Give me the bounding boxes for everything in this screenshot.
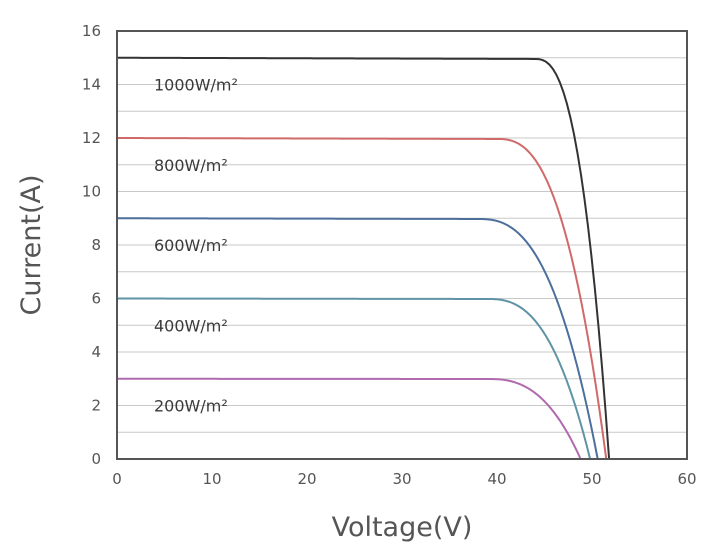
series-curve: [116, 56, 611, 460]
y-tick-label: 4: [91, 343, 101, 361]
y-tick-label: 10: [82, 183, 101, 201]
y-tick-label: 14: [82, 76, 101, 94]
y-tick-label: 12: [82, 129, 101, 147]
x-tick-label: 0: [112, 470, 122, 488]
plot-frame: [116, 30, 688, 460]
series-label: 600W/m²: [154, 236, 228, 255]
x-tick-label: 30: [392, 470, 411, 488]
series-curve: [117, 377, 582, 460]
series-label: 1000W/m²: [154, 76, 238, 95]
x-tick-label: 20: [297, 470, 316, 488]
y-axis-label: Current(A): [16, 175, 47, 316]
series-curve: [116, 137, 608, 460]
y-tick-label: 2: [91, 397, 101, 415]
x-axis-label: Voltage(V): [332, 512, 473, 543]
y-tick-labels: 0 2 4 6 8 10 12 14 16: [82, 22, 101, 468]
series-label: 400W/m²: [154, 316, 228, 335]
x-tick-label: 50: [582, 470, 601, 488]
x-tick-labels: 0 10 20 30 40 50 60: [112, 470, 696, 488]
x-tick-label: 60: [677, 470, 696, 488]
series-curve: [117, 297, 592, 460]
y-tick-label: 16: [82, 22, 101, 40]
x-tick-label: 40: [487, 470, 506, 488]
series-curve: [116, 217, 599, 460]
series-curves: [116, 56, 611, 460]
x-tick-label: 10: [202, 470, 221, 488]
series-label: 200W/m²: [154, 397, 228, 416]
y-tick-label: 0: [91, 450, 101, 468]
series-labels: 1000W/m² 800W/m² 600W/m² 400W/m² 200W/m²: [154, 76, 238, 416]
y-tick-label: 8: [91, 236, 101, 254]
y-tick-label: 6: [91, 290, 101, 308]
series-label: 800W/m²: [154, 156, 228, 175]
